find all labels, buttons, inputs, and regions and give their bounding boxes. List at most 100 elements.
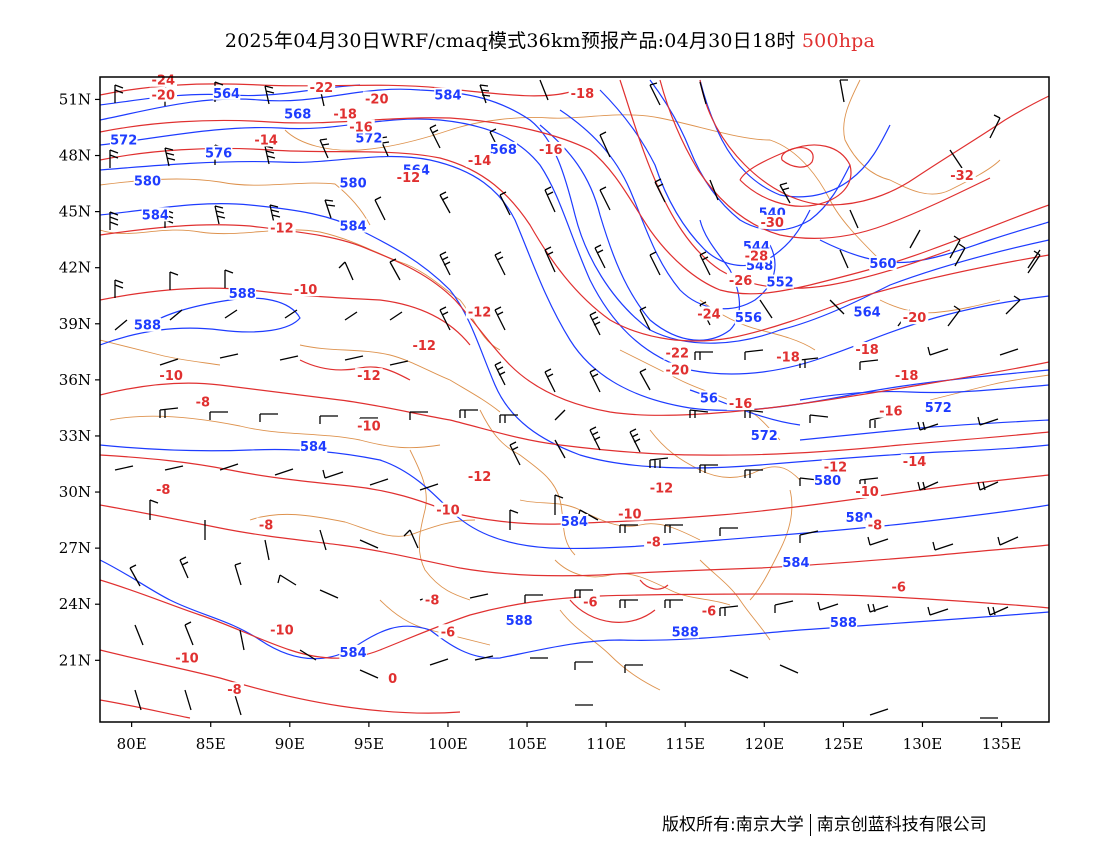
lon-label: 85E [196,735,226,753]
height-label-bg [109,132,138,147]
temperature-label-bg [877,403,905,418]
temperature-label-bg [663,345,692,360]
height-label-bg [813,472,842,487]
temperature-label-bg [256,517,276,532]
temperature-label-bg [394,169,423,184]
temperature-label: -8 [646,536,660,551]
temperature-label-bg [647,480,676,495]
temperature-label-bg [695,306,723,321]
temperature-label: -10 [270,623,294,638]
temperature-label-bg [268,220,296,235]
temperature-label-bg [465,304,494,319]
temperature-label: -8 [259,519,273,534]
lon-label: 110E [586,735,626,753]
temperature-label: -30 [760,216,784,231]
lon-label: 95E [354,735,384,753]
latitude-axis: 51N 48N 45N 42N 39N 36N 33N 30N 27N 24N 21N [59,90,100,669]
height-label: 572 [925,401,952,416]
temperature-label: -20 [903,311,927,326]
temperature-label-bg [865,517,885,532]
height-label-bg [869,255,897,270]
height-label: 584 [300,440,327,455]
lat-label: 36N [59,371,91,389]
temperature-label-bg [347,119,375,134]
temperature-label: -16 [729,397,753,412]
lon-label: 90E [275,735,305,753]
height-label-bg [299,439,328,454]
height-label: 572 [110,134,137,149]
height-label: 564 [213,87,240,102]
temperature-label-bg [537,141,565,156]
temperature-label-bg [900,310,929,325]
temperature-label: -22 [310,81,334,96]
temperature-label-bg [173,650,201,665]
temperature-label-bg [331,106,359,121]
temperature-label-bg [644,534,664,549]
temperature-label: -18 [571,87,595,102]
lat-label: 51N [59,90,91,108]
temperature-label-bg [153,482,173,497]
temperature-label: -12 [357,369,381,384]
temperature-label: -16 [539,143,563,158]
height-label: 548 [746,259,773,274]
height-label: 584 [782,556,809,571]
height-label-bg [829,614,858,629]
temperature-label-bg [774,349,802,364]
temperature-label-bg [149,72,178,87]
temperature-label-bg [892,368,921,383]
temperature-label-bg [758,214,786,229]
height-label: 572 [751,429,778,444]
temperature-label: -26 [729,274,753,289]
temperature-label-bg [307,80,336,95]
height-label: 568 [284,107,311,122]
copyright-credit: 版权所有:南京大学 南京创蓝科技有限公司 [662,810,987,836]
temperature-label-bg [355,418,383,433]
temperature-label: -18 [776,350,800,365]
longitude-axis: 80E 85E 90E 95E 100E 105E 110E 115E 120E 125E 130E… [117,722,1022,753]
lon-label: 135E [982,735,1022,753]
temperature-label-bg [900,454,929,469]
temperature-label: -10 [294,283,318,298]
lon-label: 115E [665,735,705,753]
temperature-label-bg [422,592,442,607]
temperature-label-bg [580,594,600,609]
temperature-label-bg [889,579,909,594]
credit-right: 南京创蓝科技有限公司 [816,815,987,835]
height-label: 580 [814,474,841,489]
height-label-bg [339,175,367,190]
temperature-label: -32 [950,169,974,184]
temperature-label-bg [663,362,692,377]
temperature-label-bg [465,469,494,484]
credit-left: 版权所有:南京大学 [662,815,804,835]
height-label: 588 [229,287,256,302]
height-label: 56 [700,392,718,407]
temperature-label-bg [157,368,185,383]
temperature-label: -22 [666,347,690,362]
temperature-label: -12 [824,461,848,476]
lat-label: 48N [59,147,91,165]
temperature-label: -10 [618,507,642,522]
temperature-label: -16 [349,120,373,135]
lon-label: 105E [507,735,547,753]
temperature-label-bg [355,368,383,383]
temperature-label: -20 [152,89,176,104]
temperature-label: -10 [175,651,199,666]
temperature-label: -18 [895,369,919,384]
pressure-level-label: 500hpa [801,30,876,52]
height-label-bg [750,427,779,442]
temperature-label: -12 [270,221,294,236]
height-label: 556 [735,311,762,326]
temperature-label-bg [726,272,755,287]
temperature-label: -6 [583,595,597,610]
temperature-label-bg [821,459,850,474]
temperature-label-bg [149,87,178,102]
height-label-bg [699,390,719,405]
height-label-bg [734,310,763,325]
lat-label: 45N [59,203,91,221]
temperature-label: -14 [254,134,278,149]
height-label-bg [671,624,699,639]
height-label: 584 [339,220,366,235]
lat-label: 21N [59,651,91,669]
height-label-bg [853,304,881,319]
temperature-label: -18 [855,343,879,358]
